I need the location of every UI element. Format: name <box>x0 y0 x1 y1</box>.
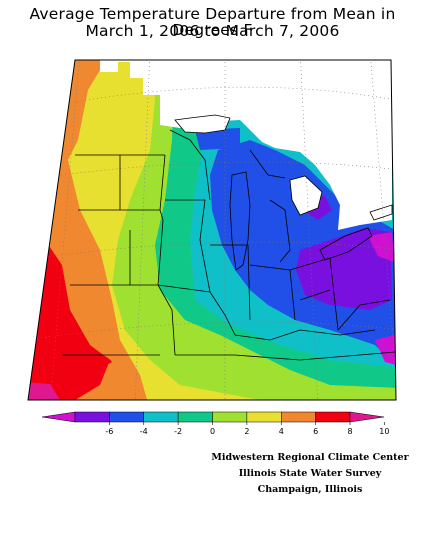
lake-superior <box>174 114 231 134</box>
lake-michigan <box>229 171 251 271</box>
contour-magenta-southeast <box>375 334 396 366</box>
contour-purple-ohio <box>296 228 392 310</box>
no-data-region-canada <box>100 60 392 230</box>
legend-color-segment <box>212 411 248 423</box>
legend-tick-label: 0 <box>210 427 215 436</box>
credit-location: Champaign, Illinois <box>257 484 363 495</box>
legend-color-segment <box>281 411 316 423</box>
credit-center: Midwestern Regional Climate Center <box>211 452 409 463</box>
lake-erie <box>319 227 373 261</box>
legend-color-segment <box>143 411 179 423</box>
legend-color-segment <box>246 411 282 423</box>
legend-tick-label: -2 <box>174 427 182 436</box>
legend-arrow-high <box>349 411 385 423</box>
legend-color-segment <box>74 411 110 423</box>
credit-survey: Illinois State Water Survey <box>238 468 382 479</box>
legend-tick-label: -4 <box>140 427 148 436</box>
state-boundaries <box>62 129 396 361</box>
map-border <box>27 59 397 401</box>
contour-magenta-east <box>368 232 394 262</box>
legend-tick-label: 4 <box>279 427 284 436</box>
legend-arrow-low <box>41 411 76 423</box>
legend-tick-label: 6 <box>313 427 318 436</box>
legend-tick-label: 8 <box>347 427 352 436</box>
legend-tick-label: 2 <box>244 427 249 436</box>
map-subtitle-dates: March 1, 2006 to March 7, 2006 <box>85 22 340 40</box>
graticule <box>28 60 396 400</box>
lake-huron <box>289 175 323 216</box>
lake-ontario <box>369 204 393 221</box>
legend-color-segment <box>315 411 351 423</box>
departure-contours <box>28 60 396 400</box>
legend-tick-label: -6 <box>105 427 113 436</box>
contour-blue-north <box>195 128 240 150</box>
legend-color-segment <box>177 411 213 423</box>
map-title: Average Temperature Departure from Mean … <box>29 5 396 39</box>
contour-red-spot <box>78 352 112 366</box>
legend-tick-label: 10 <box>379 427 389 436</box>
legend-color-segment <box>109 411 144 423</box>
